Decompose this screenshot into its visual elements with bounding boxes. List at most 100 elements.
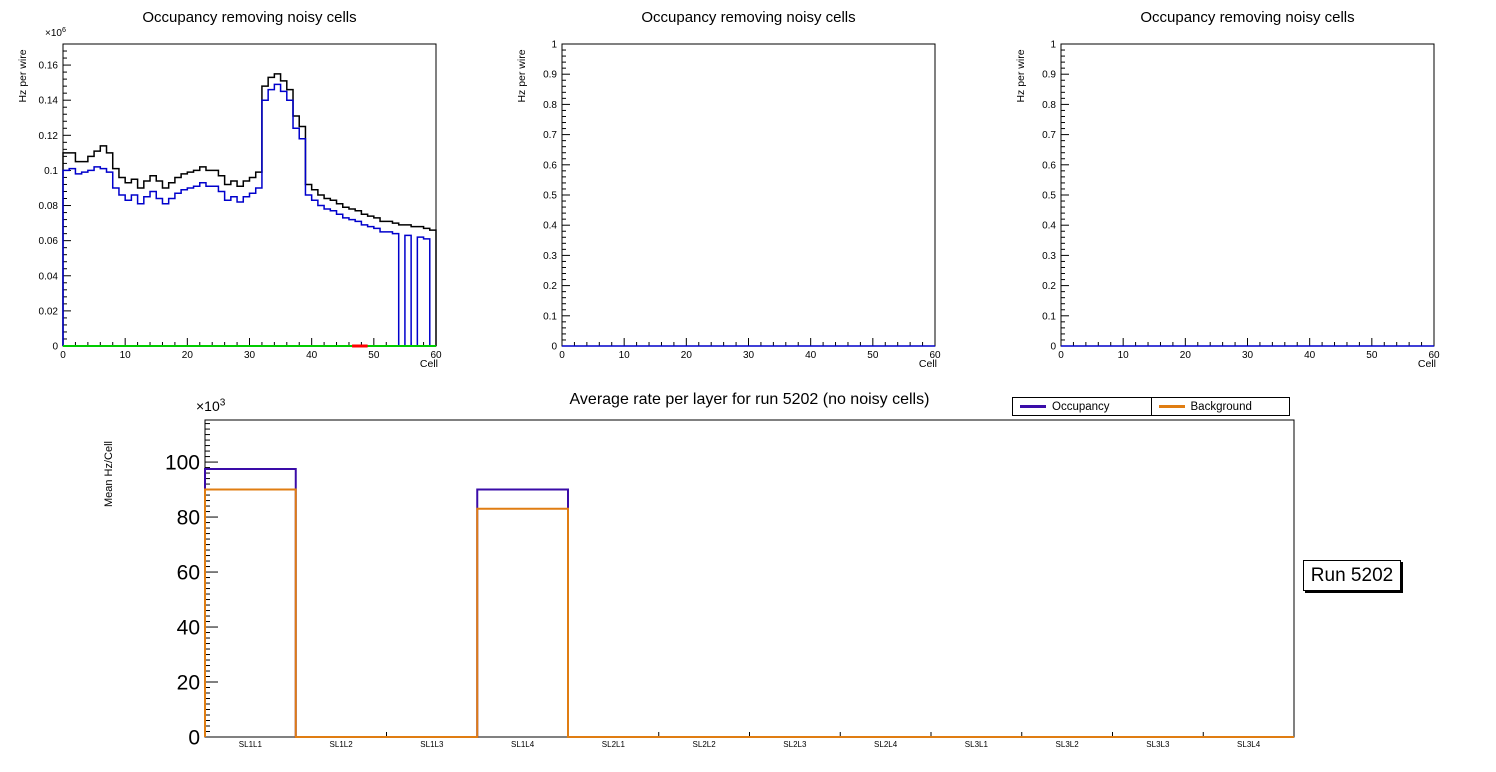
y-tick-label: 0.12	[39, 131, 59, 142]
x-category-label: SL3L1	[965, 740, 989, 749]
y-tick-label: 0.4	[543, 221, 557, 232]
pad-average-rate: 0 20 40 60 80 100 SL1L1 SL1L2 SL1L3 SL1L4 SL2L1 SL2…	[0, 386, 1496, 772]
y-axis-title: Hz per wire	[17, 49, 29, 102]
x-tick-label: 40	[306, 350, 318, 361]
plot-occupancy-2: 00.10.20.30.40.50.60.70.80.910 10 20 30 40 50…	[516, 40, 941, 371]
y-tick-label: 0.16	[39, 61, 59, 72]
x-category-label: SL1L4	[511, 740, 535, 749]
x-category-label: SL1L1	[239, 740, 263, 749]
run-label: Run 5202	[1303, 560, 1401, 591]
background-line-swatch	[1158, 405, 1185, 408]
chart-title: Occupancy removing noisy cells	[142, 9, 357, 26]
x-category-label: SL3L3	[1146, 740, 1170, 749]
y-tick-label: 0	[551, 342, 557, 353]
x-tick-label: 60	[1428, 350, 1440, 361]
x-tick-label: 0	[1058, 350, 1064, 361]
x-category-label: SL2L4	[874, 740, 898, 749]
y-tick-label: 0.14	[39, 96, 59, 107]
x-tick-label: 0	[60, 350, 66, 361]
y-tick-label: 0.7	[1042, 130, 1056, 141]
chart-title: Occupancy removing noisy cells	[641, 9, 856, 26]
x-axis-title: Cell	[420, 358, 438, 370]
x-category-label: SL3L2	[1056, 740, 1080, 749]
x-tick-label: 10	[120, 350, 132, 361]
y-tick-label: 0.5	[1042, 191, 1056, 202]
y-tick-label: 1	[1050, 40, 1056, 51]
plot-average-rate: 0 20 40 60 80 100 SL1L1 SL1L2 SL1L3 SL1L4 SL2L1 SL2…	[103, 398, 1295, 749]
y-tick-label: 0.1	[543, 311, 557, 322]
legend-label-occupancy: Occupancy	[1052, 400, 1110, 413]
y-tick-label: 0	[188, 726, 200, 749]
y-tick-label: 100	[165, 451, 200, 474]
x-tick-label: 10	[1118, 350, 1130, 361]
plot-occupancy-3: 00.10.20.30.40.50.60.70.80.910 10 20 30 40 50…	[1015, 40, 1440, 371]
y-tick-label: 0.3	[1042, 251, 1056, 262]
series-all-cells	[62, 73, 437, 346]
y-axis: 0 0.1 0.2 0.3 0.4 0.5 0.6 0.7 0.8 0.9 1	[543, 40, 570, 353]
x-category-label: SL3L4	[1237, 740, 1261, 749]
y-tick-label: 1	[551, 40, 557, 51]
y-tick-label: 0.2	[543, 281, 557, 292]
y-tick-label: 0.04	[39, 271, 59, 282]
legend-label-background: Background	[1190, 400, 1252, 413]
y-tick-label: 0.2	[1042, 281, 1056, 292]
y-tick-label: 40	[177, 616, 200, 639]
x-tick-label: 20	[182, 350, 194, 361]
y-tick-label: 0.3	[543, 251, 557, 262]
y-axis: 0 0.1 0.2 0.3 0.4 0.5 0.6 0.7 0.8 0.9 1	[1042, 40, 1069, 353]
x-tick-label: 50	[1366, 350, 1378, 361]
x-category-label: SL2L2	[693, 740, 717, 749]
x-tick-label: 40	[1304, 350, 1316, 361]
x-axis-title: Cell	[919, 358, 937, 370]
x-category-label: SL1L2	[330, 740, 354, 749]
chart-title: Average rate per layer for run 5202 (no …	[569, 391, 930, 408]
legend-entry-occupancy: Occupancy	[1013, 398, 1151, 415]
x-axis: 0 10 20 30 40 50 60	[1058, 338, 1440, 361]
x-tick-label: 50	[368, 350, 380, 361]
pad-occupancy-1: 0 0.02 0.04 0.06 0.08 0.1 0.12 0.14 0.16 0 10 20 30 4…	[0, 0, 498, 386]
x-category-label: SL2L1	[602, 740, 626, 749]
x-tick-label: 40	[805, 350, 817, 361]
y-tick-label: 0.4	[1042, 221, 1056, 232]
pad-occupancy-3: 0 0.1 0.2 0.3 0.4 0.5 0.6 0.7 0.8 0.9 1 0 10 20 30 40 50…	[998, 0, 1496, 386]
series-noisy-cells-removed	[62, 83, 436, 347]
x-tick-label: 0	[559, 350, 565, 361]
y-tick-label: 0	[52, 342, 58, 353]
x-category-label: SL1L3	[420, 740, 444, 749]
x-tick-label: 30	[1242, 350, 1254, 361]
y-axis-title: Mean Hz/Cell	[103, 441, 115, 507]
plot-frame	[204, 419, 1295, 738]
plot-occupancy-1: 0 0.02 0.04 0.06 0.08 0.1 0.12 0.14 0.16 0 10 20 30 4…	[17, 25, 442, 370]
y-tick-label: 0.6	[543, 160, 557, 171]
y-tick-label: 80	[177, 506, 200, 529]
series	[204, 467, 1294, 738]
x-tick-label: 60	[929, 350, 941, 361]
y-tick-label: 60	[177, 561, 200, 584]
chart-title: Occupancy removing noisy cells	[1140, 9, 1355, 26]
y-tick-label: 0.9	[543, 70, 557, 81]
pad-occupancy-2: 0 0.1 0.2 0.3 0.4 0.5 0.6 0.7 0.8 0.9 1 0 10 20 30 40 50…	[499, 0, 997, 386]
x-axis-title: Cell	[1418, 358, 1436, 370]
y-tick-label: 0.08	[39, 201, 59, 212]
occupancy-line-swatch	[1020, 405, 1046, 408]
x-tick-label: 30	[244, 350, 256, 361]
series-Occupancy	[204, 467, 1294, 738]
series-Background	[204, 488, 1294, 738]
y-tick-label: 0.8	[543, 100, 557, 111]
y-tick-label: 20	[177, 671, 200, 694]
y-axis: 0 20 40 60 80 100	[165, 423, 218, 749]
legend-entry-background: Background	[1150, 398, 1290, 415]
plot-frame	[1060, 43, 1435, 347]
x-tick-label: 20	[1180, 350, 1192, 361]
y-tick-label: 0.02	[39, 306, 59, 317]
y-tick-label: 0.1	[1042, 311, 1056, 322]
y-axis-title: Hz per wire	[516, 49, 528, 102]
y-tick-label: 0.6	[1042, 160, 1056, 171]
x-category-label: SL2L3	[783, 740, 807, 749]
y-tick-label: 0.5	[543, 191, 557, 202]
x-tick-label: 30	[743, 350, 755, 361]
series	[62, 73, 437, 348]
x-axis: 0 10 20 30 40 50 60	[559, 338, 941, 361]
y-tick-label: 0.1	[44, 166, 58, 177]
